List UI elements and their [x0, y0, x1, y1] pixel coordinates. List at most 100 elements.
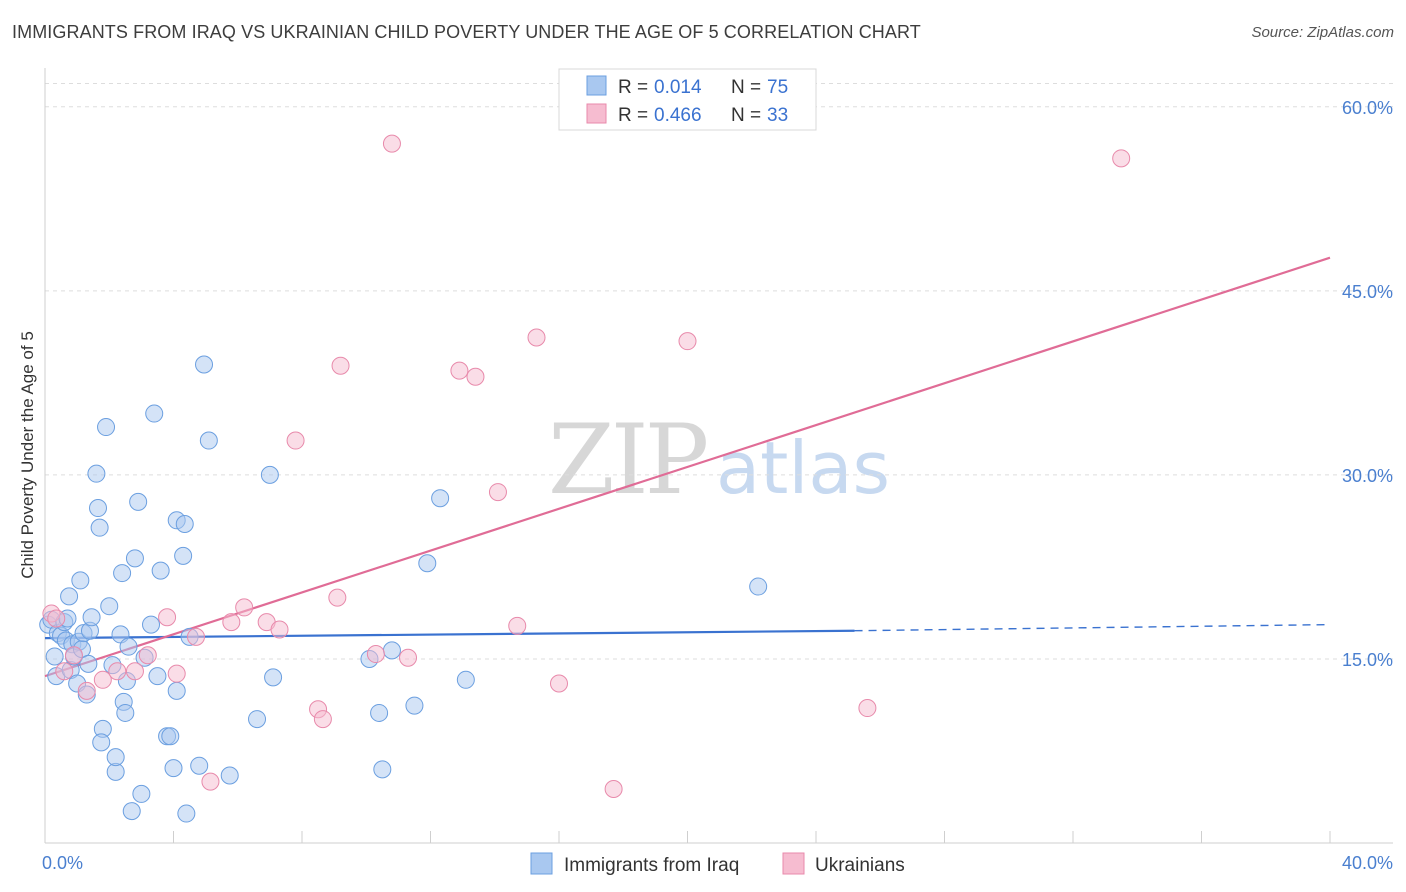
point-iraq-44 — [145, 404, 164, 423]
point-ukrainians-1 — [47, 609, 66, 628]
x-tick-label-left: 0.0% — [42, 853, 83, 873]
point-ukrainians-12 — [201, 772, 220, 791]
point-iraq-61 — [260, 465, 279, 484]
watermark-atlas: atlas — [716, 426, 890, 510]
point-iraq-71 — [749, 577, 768, 596]
point-iraq-22 — [87, 464, 106, 483]
stats-n-label-ukrainians: N = — [731, 105, 761, 126]
point-ukrainians-23 — [382, 134, 401, 153]
point-iraq-31 — [106, 748, 125, 767]
stats-legend: R = 0.014 N = 75 R = 0.466 N = 33 — [558, 68, 817, 131]
point-ukrainians-21 — [328, 588, 347, 607]
point-iraq-24 — [90, 518, 109, 537]
stats-legend-swatch-ukrainians — [586, 103, 607, 124]
x-tick-labels: 0.0% 40.0% — [42, 853, 1393, 873]
y-tick-label-0: 15.0% — [1342, 650, 1393, 670]
point-iraq-36 — [116, 703, 135, 722]
trend-line-iraq — [44, 629, 855, 640]
point-iraq-58 — [199, 431, 218, 450]
watermark-zip: ZIP — [548, 404, 707, 516]
stats-r-label-ukrainians: R = — [618, 105, 648, 126]
point-ukrainians-25 — [450, 361, 469, 380]
point-iraq-49 — [164, 759, 183, 778]
point-ukrainians-4 — [77, 681, 96, 700]
legend-swatch-ukrainians — [782, 852, 805, 875]
point-ukrainians-16 — [270, 620, 289, 639]
point-iraq-38 — [122, 802, 141, 821]
point-ukrainians-20 — [331, 356, 350, 375]
point-ukrainians-28 — [508, 616, 527, 635]
stats-n-value-iraq: 75 — [767, 77, 788, 98]
point-iraq-56 — [190, 756, 209, 775]
stats-n-label-iraq: N = — [731, 77, 761, 98]
stats-r-value-ukrainians: 0.466 — [654, 105, 702, 126]
point-iraq-48 — [161, 727, 180, 746]
point-iraq-62 — [264, 668, 283, 687]
point-iraq-42 — [132, 784, 151, 803]
point-iraq-19 — [79, 654, 98, 673]
stats-n-value-ukrainians: 33 — [767, 105, 788, 126]
point-iraq-27 — [97, 418, 116, 437]
watermark: ZIP atlas — [548, 404, 890, 516]
point-ukrainians-2 — [55, 662, 74, 681]
point-iraq-46 — [151, 561, 170, 580]
point-ukrainians-11 — [186, 627, 205, 646]
point-ukrainians-34 — [1112, 149, 1131, 168]
point-ukrainians-10 — [167, 664, 186, 683]
chart-source: Source: ZipAtlas.com — [1251, 24, 1394, 41]
point-iraq-53 — [175, 514, 194, 533]
point-ukrainians-7 — [125, 662, 144, 681]
x-tick-label-right: 40.0% — [1342, 853, 1393, 873]
legend-label-ukrainians: Ukrainians — [815, 855, 905, 876]
point-iraq-67 — [405, 696, 424, 715]
point-iraq-15 — [71, 571, 90, 590]
trend-lines — [44, 256, 1331, 678]
point-iraq-68 — [418, 554, 437, 573]
point-iraq-60 — [248, 710, 267, 729]
point-iraq-26 — [92, 733, 111, 752]
point-iraq-52 — [174, 546, 193, 565]
point-iraq-45 — [148, 667, 167, 686]
point-ukrainians-9 — [158, 608, 177, 627]
point-iraq-21 — [82, 608, 101, 627]
point-ukrainians-33 — [858, 699, 877, 718]
point-iraq-2 — [45, 647, 64, 666]
stats-r-value-iraq: 0.014 — [654, 77, 702, 98]
y-tick-label-3: 60.0% — [1342, 98, 1393, 118]
point-iraq-66 — [382, 641, 401, 660]
grid — [45, 82, 1393, 660]
axes — [44, 68, 1393, 844]
legend-swatch-iraq — [530, 852, 553, 875]
y-tick-labels: 15.0% 30.0% 45.0% 60.0% — [1342, 98, 1393, 670]
y-tick-label-1: 30.0% — [1342, 466, 1393, 486]
point-iraq-28 — [100, 597, 119, 616]
points-ukrainians — [42, 134, 1131, 799]
y-tick-label-2: 45.0% — [1342, 282, 1393, 302]
point-iraq-70 — [456, 670, 475, 689]
y-axis-label: Child Poverty Under the Age of 5 — [18, 331, 37, 579]
point-ukrainians-31 — [604, 780, 623, 799]
trend-line-ukrainians — [44, 256, 1331, 678]
point-iraq-40 — [129, 492, 148, 511]
point-iraq-9 — [60, 587, 79, 606]
point-ukrainians-14 — [235, 598, 254, 617]
chart-title: IMMIGRANTS FROM IRAQ VS UKRAINIAN CHILD … — [12, 22, 921, 42]
point-iraq-33 — [113, 564, 132, 583]
point-iraq-23 — [89, 499, 108, 518]
stats-r-label-iraq: R = — [618, 77, 648, 98]
point-iraq-54 — [177, 804, 196, 823]
stats-legend-swatch-iraq — [586, 75, 607, 96]
point-ukrainians-17 — [286, 431, 305, 450]
point-iraq-39 — [125, 549, 144, 568]
point-ukrainians-29 — [527, 328, 546, 347]
point-ukrainians-22 — [366, 645, 385, 664]
point-iraq-65 — [373, 760, 392, 779]
point-ukrainians-5 — [93, 670, 112, 689]
point-iraq-43 — [142, 615, 161, 634]
point-iraq-64 — [370, 703, 389, 722]
point-ukrainians-6 — [108, 662, 127, 681]
point-iraq-50 — [167, 681, 186, 700]
point-iraq-37 — [119, 637, 138, 656]
point-iraq-57 — [195, 355, 214, 374]
